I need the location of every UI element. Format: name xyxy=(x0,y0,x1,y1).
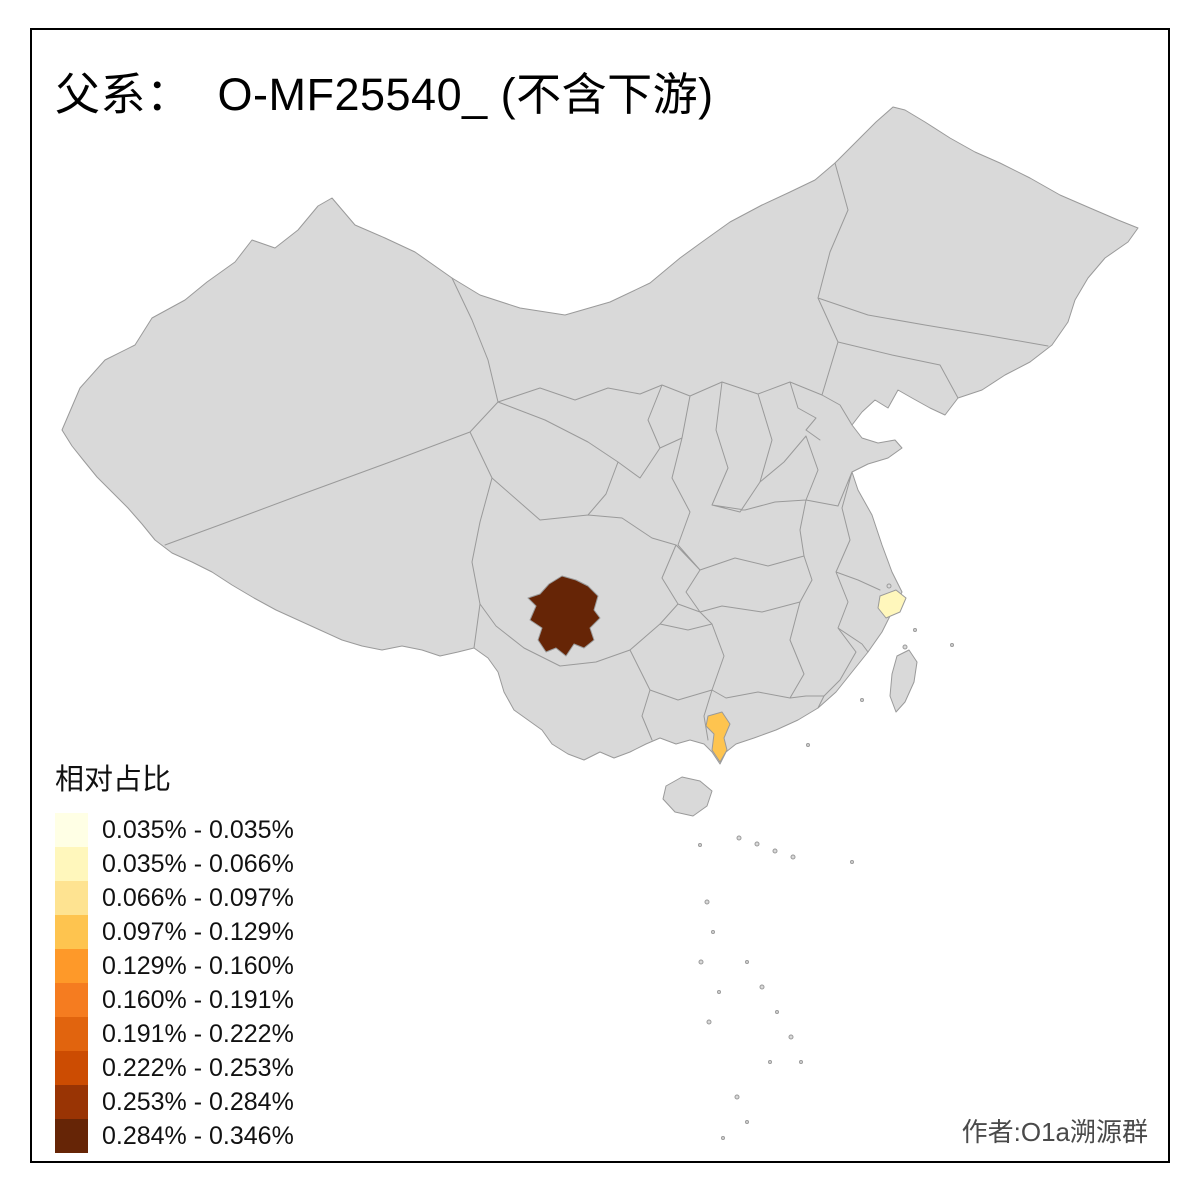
legend-item: 0.191% - 0.222% xyxy=(55,1017,294,1051)
legend-item: 0.222% - 0.253% xyxy=(55,1051,294,1085)
legend-swatch xyxy=(55,1051,88,1085)
legend-label: 0.160% - 0.191% xyxy=(102,985,294,1014)
legend-swatch xyxy=(55,1085,88,1119)
legend-item: 0.129% - 0.160% xyxy=(55,949,294,983)
legend-item: 0.035% - 0.066% xyxy=(55,847,294,881)
legend-label: 0.191% - 0.222% xyxy=(102,1019,294,1048)
legend-swatch xyxy=(55,847,88,881)
region-sichuan-highlight xyxy=(527,575,601,657)
legend-swatch xyxy=(55,949,88,983)
land-layer xyxy=(61,106,1139,1140)
taiwan-island xyxy=(889,649,918,713)
legend: 相对占比 0.035% - 0.035% 0.035% - 0.066% 0.0… xyxy=(55,756,294,1153)
legend-label: 0.035% - 0.066% xyxy=(102,849,294,878)
legend-item: 0.097% - 0.129% xyxy=(55,915,294,949)
land-fill-group xyxy=(61,106,1139,1140)
legend-label: 0.284% - 0.346% xyxy=(102,1121,294,1150)
legend-item: 0.253% - 0.284% xyxy=(55,1085,294,1119)
legend-title: 相对占比 xyxy=(55,764,172,796)
legend-swatch xyxy=(55,983,88,1017)
page-title: 父系： O-MF25540_ (不含下游) xyxy=(55,69,714,120)
legend-swatch xyxy=(55,881,88,915)
legend-item: 0.284% - 0.346% xyxy=(55,1119,294,1153)
legend-swatch xyxy=(55,1017,88,1051)
legend-label: 0.066% - 0.097% xyxy=(102,883,294,912)
legend-label: 0.097% - 0.129% xyxy=(102,917,294,946)
legend-item: 0.035% - 0.035% xyxy=(55,813,294,847)
hainan-island xyxy=(662,776,713,817)
legend-swatch xyxy=(55,813,88,847)
legend-label: 0.222% - 0.253% xyxy=(102,1053,294,1082)
legend-label: 0.035% - 0.035% xyxy=(102,815,294,844)
author-credit: 作者:O1a溯源群 xyxy=(961,1117,1148,1147)
legend-item: 0.066% - 0.097% xyxy=(55,881,294,915)
legend-label: 0.129% - 0.160% xyxy=(102,951,294,980)
legend-swatch xyxy=(55,1119,88,1153)
small-islands-group xyxy=(698,583,954,1140)
region-leizhou-highlight xyxy=(705,711,731,763)
legend-label: 0.253% - 0.284% xyxy=(102,1087,294,1116)
legend-swatch xyxy=(55,915,88,949)
province-borders xyxy=(164,162,1049,741)
legend-item: 0.160% - 0.191% xyxy=(55,983,294,1017)
mainland-outline xyxy=(61,106,1139,765)
region-shanghai-highlight xyxy=(877,589,907,619)
